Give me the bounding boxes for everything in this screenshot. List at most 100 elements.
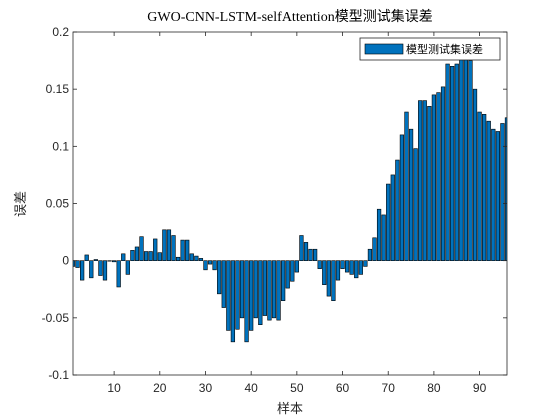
bar	[239, 260, 245, 319]
y-axis-ticks: -0.1 -0.05 0 0.05 0.1 0.15 0.2	[42, 25, 507, 382]
bar	[73, 260, 76, 267]
x-tick-label: 10	[107, 381, 121, 395]
bar	[363, 260, 368, 267]
x-axis-ticks: 10 20 30 40 50 60 70 80 90	[107, 32, 487, 395]
bar	[399, 134, 405, 261]
bar-series	[73, 54, 507, 343]
bar	[340, 260, 345, 269]
bar	[80, 260, 85, 281]
bar	[134, 246, 140, 261]
bar	[326, 260, 331, 297]
bar	[212, 260, 217, 271]
bar	[331, 260, 336, 301]
bar	[267, 260, 272, 321]
x-tick-label: 60	[336, 381, 350, 395]
x-tick-label: 40	[244, 381, 258, 395]
bar	[253, 260, 258, 319]
bar	[436, 92, 441, 261]
bar	[226, 260, 231, 331]
bar	[422, 100, 427, 261]
x-tick-label: 70	[382, 381, 396, 395]
bar	[180, 239, 185, 261]
bar	[322, 260, 327, 285]
bar	[386, 183, 391, 261]
bar	[445, 63, 450, 261]
bar	[431, 94, 437, 261]
bar	[358, 260, 363, 275]
y-axis-label: 误差	[14, 191, 29, 217]
bar	[427, 106, 432, 261]
bar	[157, 252, 162, 261]
bar	[367, 248, 373, 261]
bar	[390, 174, 395, 261]
bar	[281, 260, 286, 301]
x-tick-label: 80	[427, 381, 441, 395]
bar	[111, 260, 117, 263]
bar	[395, 159, 400, 261]
bar	[271, 260, 277, 319]
bar	[404, 111, 409, 261]
bar	[454, 63, 459, 261]
y-tick-label: 0.05	[46, 197, 70, 211]
bar	[93, 259, 98, 261]
bar	[262, 260, 267, 316]
bar	[376, 208, 382, 261]
bar	[98, 260, 103, 276]
x-tick-label: 90	[473, 381, 487, 395]
bar	[189, 253, 194, 261]
bar	[217, 260, 222, 295]
bar	[249, 260, 254, 331]
legend-box	[359, 37, 501, 61]
bar	[235, 260, 240, 330]
bar	[121, 253, 126, 261]
bar	[335, 260, 341, 281]
bar	[276, 260, 281, 321]
bar	[203, 260, 208, 271]
bar	[75, 260, 80, 268]
bar	[354, 260, 359, 279]
bar	[107, 260, 112, 262]
bar	[413, 148, 418, 261]
bar	[418, 100, 423, 261]
bar	[207, 260, 213, 265]
y-tick-label: -0.1	[48, 368, 69, 382]
bar	[463, 57, 469, 261]
bar	[185, 239, 190, 261]
bar	[125, 260, 130, 275]
x-tick-label: 30	[199, 381, 213, 395]
bar	[84, 254, 89, 261]
bar	[408, 128, 414, 261]
bar	[491, 128, 496, 261]
bar	[482, 114, 487, 261]
bar	[130, 250, 135, 261]
bar	[381, 214, 386, 261]
legend-swatch	[364, 43, 404, 55]
bar	[285, 260, 290, 289]
bar	[495, 131, 500, 261]
bar	[459, 54, 464, 261]
chart-title: GWO-CNN-LSTM-selfAttention模型测试集误差	[147, 8, 432, 25]
bar	[349, 260, 354, 275]
y-tick-label: -0.05	[42, 311, 70, 325]
x-tick-label: 20	[153, 381, 167, 395]
bar	[89, 260, 94, 279]
bar	[299, 235, 304, 261]
bar	[468, 60, 473, 261]
x-tick-label: 50	[290, 381, 304, 395]
bar	[312, 248, 318, 261]
bar	[450, 66, 455, 261]
y-tick-label: 0	[62, 254, 69, 268]
bar	[162, 229, 167, 261]
bar	[372, 237, 377, 261]
y-tick-label: 0.2	[52, 25, 69, 39]
y-tick-label: 0.1	[52, 139, 69, 153]
bar	[230, 260, 236, 343]
bar	[194, 255, 199, 261]
legend-entry: 模型测试集误差	[406, 42, 483, 56]
bar	[139, 236, 144, 261]
bar	[244, 260, 249, 343]
bar	[171, 235, 176, 261]
bar	[477, 111, 482, 261]
bar	[303, 242, 309, 261]
